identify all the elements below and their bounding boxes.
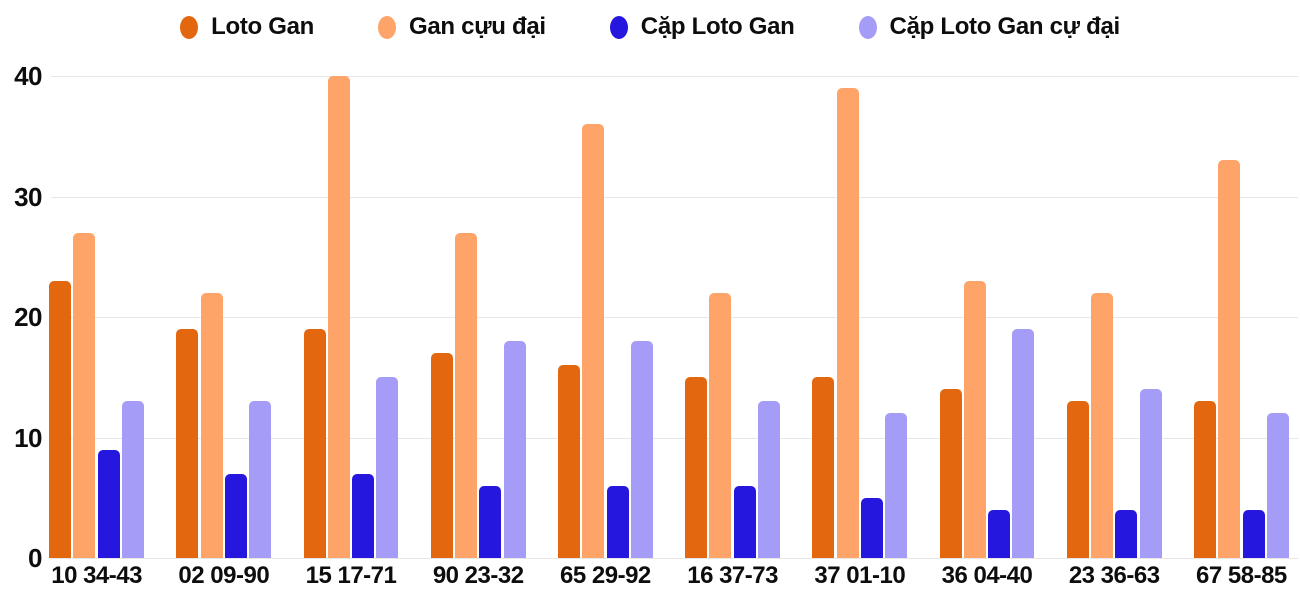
bar-cap-loto-gan <box>97 449 120 558</box>
legend-item-cap-loto-gan[interactable]: Cặp Loto Gan <box>609 13 795 41</box>
gridline <box>51 196 1298 198</box>
bar-loto-gan <box>557 365 580 558</box>
y-axis-tick-label: 30 <box>14 181 42 212</box>
x-axis-category-label: 67 58-85 <box>1196 562 1287 589</box>
chart-legend: Loto Gan Gan cựu đại Cặp Loto Gan Cặp Loto … <box>0 8 1300 46</box>
bar-gan-cuu-dai <box>836 88 859 558</box>
x-axis-category-label: 02 09-90 <box>178 562 270 589</box>
gridline <box>51 437 1298 439</box>
bar-gan-cuu-dai <box>327 76 350 558</box>
bar-cap-loto-gan <box>1115 509 1138 558</box>
bar-cap-loto-gan <box>733 485 756 558</box>
legend-marker-icon <box>180 15 199 39</box>
bar-cap-loto-gan-cu-dai <box>1012 329 1035 558</box>
gridline <box>51 76 1298 77</box>
x-axis-category-label: 36 04-40 <box>941 562 1033 589</box>
legend-label: Cặp Loto Gan <box>640 13 795 40</box>
bar-gan-cuu-dai <box>709 292 732 558</box>
x-axis-category-label: 37 01-10 <box>814 562 906 589</box>
legend-label: Loto Gan <box>211 13 315 40</box>
bar-loto-gan <box>685 377 708 558</box>
legend-marker-icon <box>609 15 628 39</box>
bar-cap-loto-gan-cu-dai <box>249 401 272 558</box>
bar-loto-gan <box>1066 401 1089 558</box>
gridline <box>51 558 1298 559</box>
bar-cap-loto-gan-cu-dai <box>758 401 781 558</box>
x-axis-category-label: 23 36-63 <box>1068 562 1160 589</box>
legend-marker-icon <box>378 15 397 39</box>
bar-loto-gan <box>176 329 199 558</box>
bar-cap-loto-gan-cu-dai <box>1266 413 1289 558</box>
bar-cap-loto-gan <box>606 485 629 558</box>
x-axis-category-label: 65 29-92 <box>560 562 651 589</box>
legend-item-loto-gan[interactable]: Loto Gan <box>180 13 314 41</box>
legend-marker-icon <box>858 15 877 39</box>
bar-cap-loto-gan <box>1242 509 1265 558</box>
bar-loto-gan <box>939 389 962 558</box>
bar-cap-loto-gan <box>988 509 1011 558</box>
bar-loto-gan <box>430 353 453 558</box>
bar-loto-gan <box>49 280 72 558</box>
bar-loto-gan <box>303 329 326 558</box>
bar-cap-loto-gan-cu-dai <box>630 341 653 558</box>
bar-cap-loto-gan-cu-dai <box>122 401 145 558</box>
y-axis-tick-label: 10 <box>14 422 42 453</box>
bar-cap-loto-gan <box>479 485 502 558</box>
x-axis-category-label: 90 23-32 <box>432 562 524 589</box>
x-axis-category-label: 16 37-73 <box>687 562 778 589</box>
bar-cap-loto-gan-cu-dai <box>1139 389 1162 558</box>
bar-gan-cuu-dai <box>200 292 223 558</box>
bar-cap-loto-gan-cu-dai <box>885 413 908 558</box>
bar-cap-loto-gan-cu-dai <box>503 341 526 558</box>
legend-item-cap-loto-gan-cu-dai[interactable]: Cặp Loto Gan cự đại <box>858 13 1121 41</box>
legend-label: Gan cựu đại <box>409 13 546 40</box>
bar-gan-cuu-dai <box>1091 292 1114 558</box>
legend-label: Cặp Loto Gan cự đại <box>889 13 1121 40</box>
x-axis-category-label: 15 17-71 <box>305 562 397 589</box>
gridline <box>51 317 1298 318</box>
y-axis-tick-label: 0 <box>28 543 42 573</box>
bar-loto-gan <box>812 377 835 558</box>
bar-cap-loto-gan-cu-dai <box>376 377 399 558</box>
bar-cap-loto-gan <box>224 473 247 558</box>
bar-gan-cuu-dai <box>963 280 986 558</box>
y-axis-tick-label: 40 <box>14 61 42 91</box>
x-axis-category-label: 10 34-43 <box>51 562 142 589</box>
bar-gan-cuu-dai <box>455 232 478 558</box>
bar-cap-loto-gan <box>860 497 883 558</box>
bar-gan-cuu-dai <box>1218 160 1241 558</box>
bar-gan-cuu-dai <box>73 232 96 558</box>
bar-cap-loto-gan <box>352 473 375 558</box>
bar-loto-gan <box>1193 401 1216 558</box>
y-axis-tick-label: 20 <box>14 302 42 332</box>
legend-item-gan-cuu-dai[interactable]: Gan cựu đại <box>378 13 546 41</box>
bar-gan-cuu-dai <box>582 124 605 558</box>
